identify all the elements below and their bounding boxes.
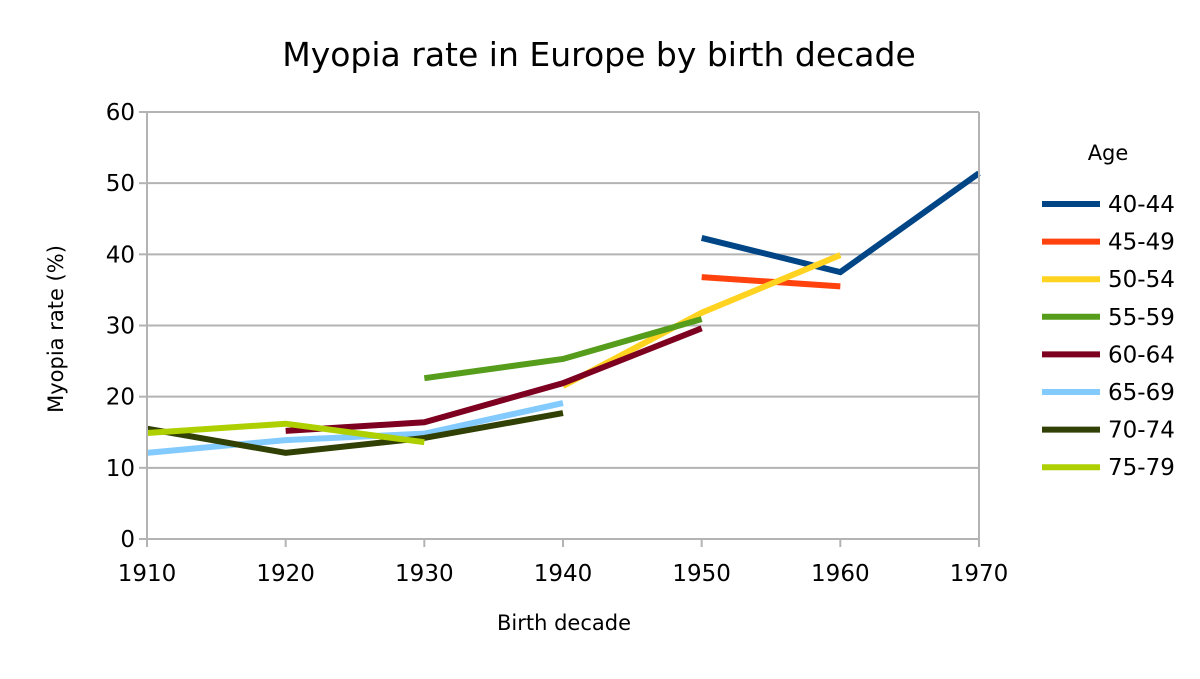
x-tick-label: 1920 [256,561,315,587]
series-line-70-74 [146,410,564,456]
legend-label: 40-44 [1108,192,1175,218]
legend-label: 50-54 [1108,267,1175,293]
y-tick-label: 30 [106,314,135,340]
x-tick-label: 1970 [950,561,1009,587]
x-tick-label: 1910 [118,561,177,587]
y-tick-label: 50 [106,171,135,197]
series-line-50-54 [561,252,842,389]
grid [147,111,979,469]
y-tick-label: 0 [120,527,135,553]
y-tick-label: 40 [106,242,135,268]
legend-label: 65-69 [1108,380,1175,406]
x-tick-label: 1940 [534,561,593,587]
series-line-40-44 [700,170,981,276]
y-tick-label: 10 [106,456,135,482]
y-tick-label: 60 [106,100,135,126]
legend-label: 45-49 [1108,230,1175,256]
x-axis-label: Birth decade [497,611,631,635]
series-lines [146,170,981,456]
legend-label: 75-79 [1108,455,1175,481]
legend: 40-44 45-49 50-54 55-59 60-64 65-69 70-74 75-79 [1042,192,1175,481]
axes: 0 10 20 30 40 50 60 1910 1920 1930 1940 1950 1960 197… [106,100,1009,587]
x-tick-label: 1950 [672,561,731,587]
x-tick-label: 1960 [811,561,870,587]
series-line-65-69 [146,400,564,456]
series-line-60-64 [285,325,703,434]
legend-label: 70-74 [1108,418,1175,444]
x-tick-label: 1930 [395,561,454,587]
series-line-75-79 [146,420,425,446]
legend-title: Age [1088,141,1129,165]
series-line-55-59 [423,316,703,382]
legend-label: 55-59 [1108,305,1175,331]
y-axis-label: Myopia rate (%) [44,245,68,413]
legend-label: 60-64 [1108,342,1175,368]
y-tick-label: 20 [106,385,135,411]
chart-title: Myopia rate in Europe by birth decade [282,35,916,74]
